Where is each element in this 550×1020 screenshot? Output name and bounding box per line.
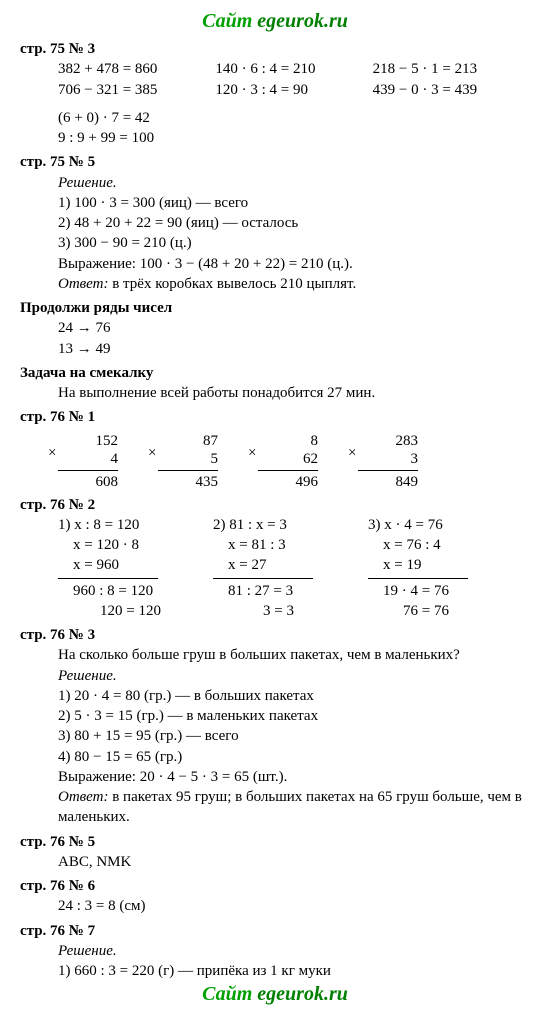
sequence: 13 → 49 (58, 339, 530, 359)
step: 3) 80 + 15 = 95 (гр.) — всего (58, 726, 530, 746)
factor: 283 (358, 432, 418, 450)
solution-label: Решение. (58, 941, 530, 961)
eq-step: x = 81 : 3 (213, 535, 368, 555)
eq: 218 − 5 · 1 = 213 (373, 59, 530, 79)
eq: 140 · 6 : 4 = 210 (215, 59, 372, 79)
answer: Ответ: в трёх коробках вывелось 210 цыпл… (58, 274, 530, 294)
eq-check: 120 = 120 (58, 601, 213, 621)
site-banner-bottom: Сайт egeurok.ru (20, 983, 530, 1006)
text: ABC, NMK (20, 852, 530, 872)
product: 496 (258, 473, 318, 491)
multiply-sign: × (148, 444, 156, 462)
rule-line (213, 578, 313, 579)
step: 2) 48 + 20 + 22 = 90 (яиц) — осталось (58, 213, 530, 233)
eq-step: x = 27 (213, 555, 368, 575)
answer-label: Ответ: (58, 276, 108, 292)
solution-label: Решение. (58, 666, 530, 686)
heading-riddle: Задача на смекалку (20, 363, 530, 383)
step: 4) 80 − 15 = 65 (гр.) (58, 747, 530, 767)
eq-check: 3 = 3 (213, 601, 368, 621)
heading-sequences: Продолжи ряды чисел (20, 298, 530, 318)
banner-word1: Сайт (202, 983, 252, 1005)
heading-p76-5: стр. 76 № 5 (20, 832, 530, 852)
heading-p76-3: стр. 76 № 3 (20, 625, 530, 645)
document-page: Сайт egeurok.ru стр. 75 № 3 382 + 478 = … (0, 0, 550, 1020)
sequence: 24 → 76 (58, 318, 530, 338)
solution-label: Решение. (58, 173, 530, 193)
equation-column: 1) x : 8 = 120 x = 120 · 8 x = 960 960 :… (58, 515, 213, 621)
mult-column: × 283 3 849 (358, 432, 418, 491)
eq-step: x = 120 · 8 (58, 535, 213, 555)
factor: 62 (258, 450, 318, 468)
p75-3-row2: 706 − 321 = 385 120 · 3 : 4 = 90 439 − 0… (58, 80, 530, 100)
expression: Выражение: 20 · 4 − 5 · 3 = 65 (шт.). (58, 767, 530, 787)
equation-column: 2) 81 : x = 3 x = 81 : 3 x = 27 81 : 27 … (213, 515, 368, 621)
heading-p76-6: стр. 76 № 6 (20, 876, 530, 896)
riddle-text: На выполнение всей работы понадобится 27… (20, 383, 530, 403)
eq-check: 19 · 4 = 76 (368, 581, 523, 601)
eq: 24 : 3 = 8 (см) (20, 896, 530, 916)
factor: 3 (358, 450, 418, 468)
answer-text: в трёх коробках вывелось 210 цыплят. (108, 276, 356, 292)
heading-p76-2: стр. 76 № 2 (20, 495, 530, 515)
heading-p76-7: стр. 76 № 7 (20, 921, 530, 941)
heading-p75-3: стр. 75 № 3 (20, 39, 530, 59)
eq-check: 960 : 8 = 120 (58, 581, 213, 601)
rule-line (358, 470, 418, 471)
step: 1) 660 : 3 = 220 (г) — припёка из 1 кг м… (58, 961, 530, 981)
eq-step: x = 76 : 4 (368, 535, 523, 555)
eq-header: 2) 81 : x = 3 (213, 515, 368, 535)
rule-line (58, 470, 118, 471)
eq: (6 + 0) · 7 = 42 (58, 108, 530, 128)
factor: 87 (158, 432, 218, 450)
factor: 5 (158, 450, 218, 468)
banner-word2: egeurok.ru (257, 10, 348, 32)
eq-header: 1) x : 8 = 120 (58, 515, 213, 535)
mult-column: × 8 62 496 (258, 432, 318, 491)
equation-column: 3) x · 4 = 76 x = 76 : 4 x = 19 19 · 4 =… (368, 515, 523, 621)
heading-p76-1: стр. 76 № 1 (20, 407, 530, 427)
site-banner-top: Сайт egeurok.ru (20, 10, 530, 33)
banner-word2: egeurok.ru (257, 983, 348, 1005)
mult-column: × 87 5 435 (158, 432, 218, 491)
eq-step: x = 960 (58, 555, 213, 575)
eq: 382 + 478 = 860 (58, 59, 215, 79)
answer: Ответ: в пакетах 95 груш; в больших паке… (58, 787, 530, 828)
expression: Выражение: 100 · 3 − (48 + 20 + 22) = 21… (58, 254, 530, 274)
multiplication-row: × 152 4 608 × 87 5 435 × 8 62 496 × 283 … (20, 432, 530, 491)
product: 849 (358, 473, 418, 491)
answer-label: Ответ: (58, 789, 108, 805)
eq: 9 : 9 + 99 = 100 (58, 128, 530, 148)
question: На сколько больше груш в больших пакетах… (58, 645, 530, 665)
equations-row: 1) x : 8 = 120 x = 120 · 8 x = 960 960 :… (20, 515, 530, 621)
step: 2) 5 · 3 = 15 (гр.) — в маленьких пакета… (58, 706, 530, 726)
eq: 706 − 321 = 385 (58, 80, 215, 100)
step: 3) 300 − 90 = 210 (ц.) (58, 233, 530, 253)
eq-check: 81 : 27 = 3 (213, 581, 368, 601)
eq-check: 76 = 76 (368, 601, 523, 621)
multiply-sign: × (48, 444, 56, 462)
step: 1) 20 · 4 = 80 (гр.) — в больших пакетах (58, 686, 530, 706)
factor: 8 (258, 432, 318, 450)
answer-text: в пакетах 95 груш; в больших пакетах на … (58, 789, 522, 825)
factor: 4 (58, 450, 118, 468)
product: 435 (158, 473, 218, 491)
rule-line (258, 470, 318, 471)
p75-3-row1: 382 + 478 = 860 140 · 6 : 4 = 210 218 − … (58, 59, 530, 79)
rule-line (368, 578, 468, 579)
product: 608 (58, 473, 118, 491)
heading-p75-5: стр. 75 № 5 (20, 152, 530, 172)
multiply-sign: × (248, 444, 256, 462)
eq-header: 3) x · 4 = 76 (368, 515, 523, 535)
eq-step: x = 19 (368, 555, 523, 575)
rule-line (158, 470, 218, 471)
multiply-sign: × (348, 444, 356, 462)
factor: 152 (58, 432, 118, 450)
eq: 120 · 3 : 4 = 90 (215, 80, 372, 100)
mult-column: × 152 4 608 (58, 432, 118, 491)
eq: 439 − 0 · 3 = 439 (373, 80, 530, 100)
banner-word1: Сайт (202, 10, 252, 32)
step: 1) 100 · 3 = 300 (яиц) — всего (58, 193, 530, 213)
rule-line (58, 578, 158, 579)
